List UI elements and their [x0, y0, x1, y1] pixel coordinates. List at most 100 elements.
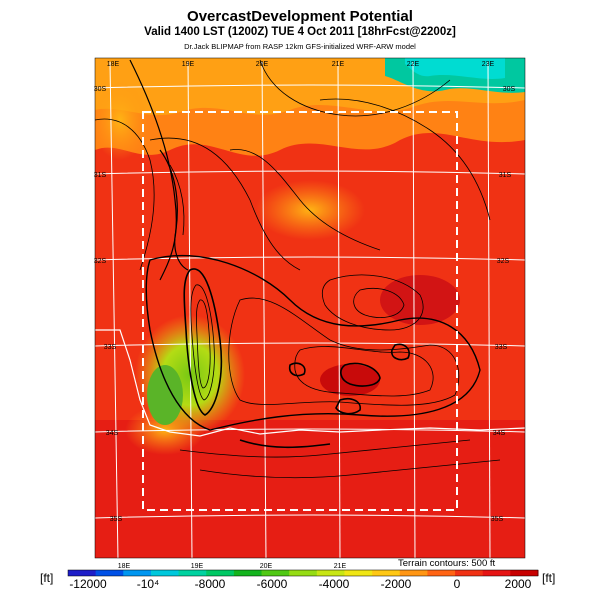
colorbar-tick-label: -6000 [256, 577, 288, 591]
terrain-contour [335, 397, 362, 415]
colorbar-segment [95, 570, 124, 576]
terrain-contour [190, 284, 215, 401]
colorbar-frame [67, 569, 539, 577]
terrain-contour [229, 149, 381, 251]
left-lat-label: 32S [94, 258, 107, 265]
terrain-contour [183, 268, 223, 416]
terrain-contour [321, 274, 424, 331]
terrain-contour [199, 459, 501, 479]
top-lon-label: 23E [482, 61, 495, 68]
colorbar-segment [427, 570, 456, 576]
meridian-line [337, 61, 341, 558]
terrain-contour [129, 59, 177, 281]
mountain-dark-green-patch [147, 365, 183, 425]
meridian-line [412, 61, 416, 558]
left-lat-label: 34S [106, 430, 119, 437]
right-lat-label: 31S [499, 172, 512, 179]
northeast-cyan-patch [405, 58, 505, 79]
south-dark-red-area [320, 364, 380, 396]
west-orange-blob [95, 80, 148, 160]
grid-labels: 18E 19E 20E 21E 22E 23E 18E 19E 20E 21E … [94, 61, 516, 570]
left-lat-label: 33S [104, 344, 117, 351]
meridian-line [187, 61, 193, 558]
left-lat-label: 35S [110, 516, 123, 523]
colorbar-segment [482, 570, 511, 576]
map-frame [94, 57, 526, 559]
colorbar-segment [123, 570, 152, 576]
colorbar-tick-label: 2000 [504, 577, 532, 591]
map-title: OvercastDevelopment Potential [187, 8, 413, 25]
left-lat-label: 31S [94, 172, 107, 179]
right-lat-label: 33S [495, 344, 508, 351]
terrain-contour [228, 297, 460, 406]
colorbar-segment [206, 570, 235, 576]
bottom-lon-label: 20E [260, 563, 273, 570]
terrain-contour [196, 299, 211, 389]
top-lon-label: 22E [407, 61, 420, 68]
colorbar-tick-label: -8000 [194, 577, 226, 591]
terrain-contour [169, 164, 185, 236]
top-lon-label: 19E [182, 61, 195, 68]
terrain-contour [294, 346, 434, 397]
colorbar-tick-label: 0 [453, 577, 461, 591]
colorbar-segment [316, 570, 345, 576]
terrain-contour-note: Terrain contours: 500 ft [398, 558, 496, 569]
right-lat-label: 30S [503, 86, 516, 93]
terrain-contour [340, 362, 381, 387]
terrain-contour [179, 439, 471, 458]
bottom-lon-label: 18E [118, 563, 131, 570]
colorbar-tick-label: -2000 [380, 577, 412, 591]
colorbar-segment [178, 570, 207, 576]
terrain-contour [239, 439, 331, 449]
color-scale-bar [67, 569, 539, 577]
terrain-contour [353, 288, 405, 318]
valid-time-line: Valid 1400 LST (1200Z) TUE 4 Oct 2011 [1… [144, 26, 456, 38]
colorbar-tick-label: -4000 [318, 577, 350, 591]
inner-domain-boundary [142, 111, 458, 511]
right-lat-label: 34S [493, 430, 506, 437]
terrain-contour [259, 59, 451, 117]
model-source-line: Dr.Jack BLIPMAP from RASP 12km GFS-initi… [184, 42, 416, 51]
right-lat-label: 32S [497, 258, 510, 265]
colorbar-tick-label: -10⁴ [136, 577, 160, 591]
colorbar-unit-left: [ft] [40, 571, 54, 585]
top-lon-label: 21E [332, 61, 345, 68]
colorbar-tick-label: -12000 [69, 577, 107, 591]
central-orange-blob [255, 180, 365, 240]
colorbar-segment [372, 570, 401, 576]
coastline [95, 329, 525, 437]
parallel-line [95, 428, 525, 433]
colorbar-segment [68, 570, 97, 576]
parallel-line [95, 514, 525, 519]
top-lon-label: 18E [107, 61, 120, 68]
right-lat-label: 35S [491, 516, 504, 523]
parallel-line [95, 84, 525, 89]
meridian-line [487, 61, 491, 558]
colorbar-segment [233, 570, 263, 576]
colorbar-segment [344, 570, 373, 576]
terrain-contour [390, 343, 410, 361]
map-panel [95, 58, 525, 558]
colorbar-segment [399, 570, 428, 576]
left-lat-label: 30S [94, 86, 107, 93]
colorbar-unit-right: [ft] [542, 571, 556, 585]
meridian-line [109, 61, 119, 558]
colorbar-segment [261, 570, 290, 576]
bottom-lon-label: 19E [191, 563, 204, 570]
terrain-contour [95, 118, 155, 271]
terrain-contour [145, 254, 481, 431]
lat-lon-grid [95, 61, 525, 558]
terrain-contour [288, 362, 306, 377]
terrain-contours [95, 59, 501, 479]
east-dark-red-area [380, 275, 460, 325]
top-lon-label: 20E [256, 61, 269, 68]
colorbar-segment [510, 570, 539, 576]
terrain-contour [159, 149, 189, 271]
bottom-lon-label: 21E [334, 563, 347, 570]
terrain-contour [149, 137, 301, 271]
parallel-line [95, 170, 525, 175]
colorbar-segment [289, 570, 318, 576]
terrain-contour [319, 98, 491, 221]
colorbar-segment [150, 570, 180, 576]
